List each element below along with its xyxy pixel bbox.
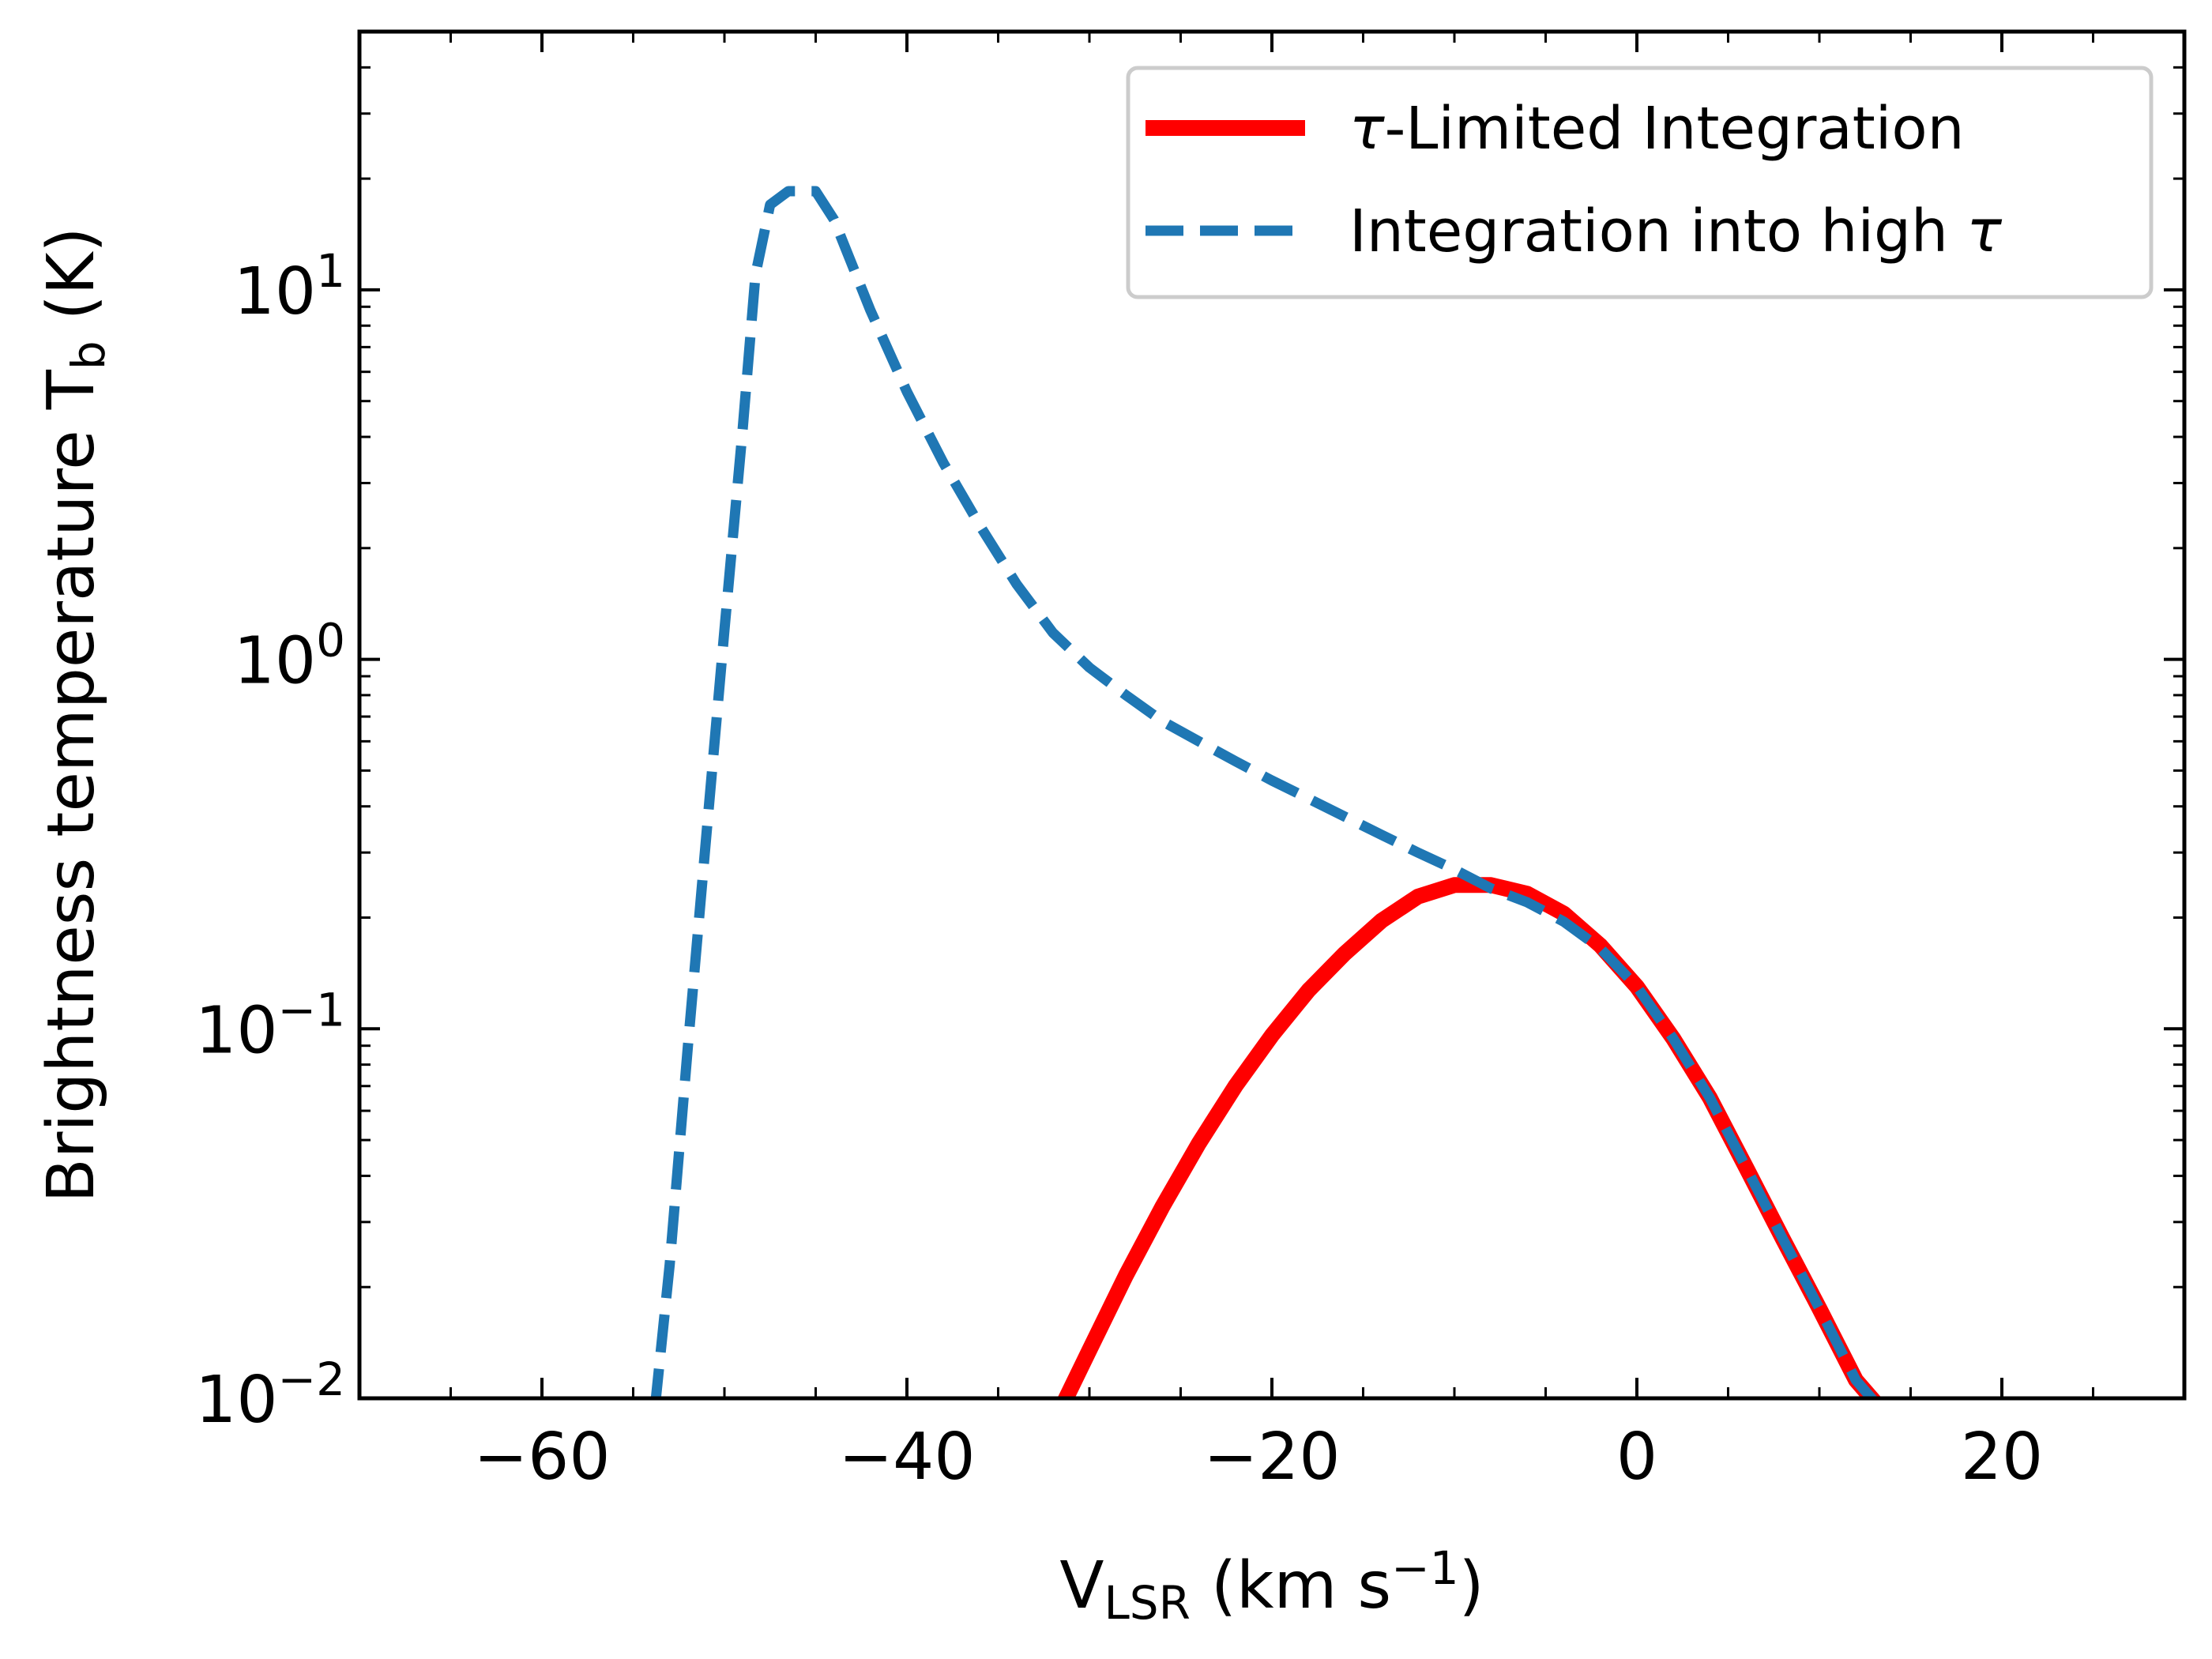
y-tick-label: 100: [234, 614, 345, 699]
legend-box: [1126, 66, 2154, 299]
y-tick-label: 101: [234, 244, 345, 329]
legend: τ-Limited Integration Integration into h…: [1126, 66, 2154, 299]
legend-label-high-tau: Integration into high τ: [1349, 198, 2002, 265]
x-tick-label: −20: [1203, 1420, 1340, 1495]
x-tick-label: −40: [838, 1420, 975, 1495]
x-tick-label: 20: [1961, 1420, 2043, 1495]
legend-label-tau-limited: τ-Limited Integration: [1349, 95, 1965, 163]
y-tick-label: 10−1: [195, 983, 345, 1068]
plot-frame: [357, 29, 2187, 1401]
y-axis-label: Brightness temperature Tb (K): [34, 227, 115, 1202]
y-tick-label: 10−2: [195, 1352, 345, 1438]
x-tick-label: −60: [473, 1420, 610, 1495]
x-axis-label: VLSR (km s−1): [1059, 1541, 1484, 1630]
x-tick-label: 0: [1616, 1420, 1657, 1495]
series-line-high-tau: [650, 186, 1879, 1398]
